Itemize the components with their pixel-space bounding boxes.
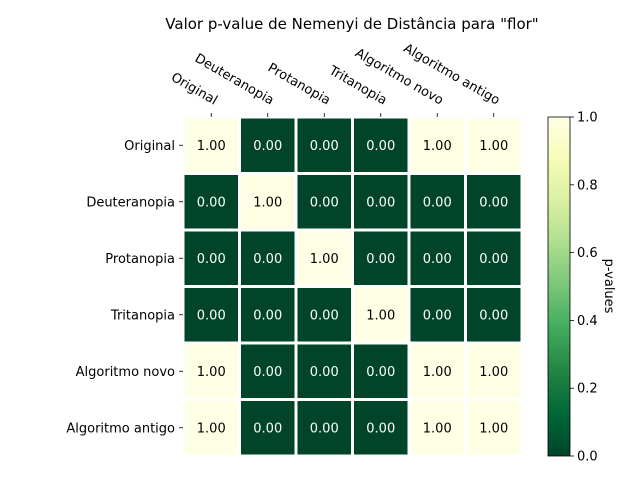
cell-value-label: 1.00 <box>423 139 452 154</box>
cell-value-label: 0.00 <box>197 195 226 210</box>
cell-value-label: 0.00 <box>479 195 508 210</box>
heatmap-cell <box>184 401 238 455</box>
cell-value-label: 0.00 <box>253 421 282 436</box>
heatmap-cell <box>410 288 464 342</box>
cell-value-label: 1.00 <box>423 365 452 380</box>
cell-value-label: 1.00 <box>479 139 508 154</box>
cell-value-label: 0.00 <box>197 252 226 267</box>
cell-value-label: 0.00 <box>197 308 226 323</box>
cell-value-label: 1.00 <box>197 139 226 154</box>
cell-value-label: 1.00 <box>423 421 452 436</box>
cell-value-label: 0.00 <box>310 139 339 154</box>
colorbar-tick-label: 0.0 <box>577 450 598 465</box>
cell-value-label: 0.00 <box>479 252 508 267</box>
heatmap-cell <box>354 118 408 172</box>
cell-value-label: 0.00 <box>366 365 395 380</box>
heatmap-cell <box>467 118 521 172</box>
cell-value-label: 0.00 <box>366 252 395 267</box>
heatmap-cell <box>467 231 521 285</box>
heatmap-cell <box>297 118 351 172</box>
cell-value-label: 0.00 <box>253 252 282 267</box>
cell-value-label: 0.00 <box>366 195 395 210</box>
column-label: Protanopia <box>265 61 333 109</box>
heatmap-cell <box>297 401 351 455</box>
heatmap-cell <box>297 344 351 398</box>
cell-value-label: 0.00 <box>479 308 508 323</box>
cell-value-label: 0.00 <box>366 421 395 436</box>
heatmap-cell <box>241 401 295 455</box>
cell-value-label: 0.00 <box>366 139 395 154</box>
column-label: Original <box>168 70 220 108</box>
heatmap-cell <box>410 231 464 285</box>
colorbar-tick-label: 0.4 <box>577 314 598 329</box>
cell-value-label: 1.00 <box>479 421 508 436</box>
colorbar: p-values 0.0 0.2 0.4 0.6 0.8 1.0 <box>547 111 616 465</box>
colorbar-tick-label: 0.2 <box>577 382 598 397</box>
heatmap-cell <box>354 344 408 398</box>
heatmap-cell <box>410 118 464 172</box>
heatmap-cell <box>241 175 295 229</box>
row-label: Algoritmo novo <box>76 365 175 380</box>
colorbar-gradient <box>547 116 571 457</box>
cell-value-label: 0.00 <box>423 252 452 267</box>
cell-value-label: 0.00 <box>423 308 452 323</box>
cell-value-label: 0.00 <box>253 365 282 380</box>
heatmap-cells: 1.00 0.00 0.00 0.00 1.00 1.00 0.00 1.00 0.00 0.00… <box>184 118 521 455</box>
heatmap-cell <box>184 231 238 285</box>
heatmap-cell <box>297 231 351 285</box>
heatmap-cell <box>184 288 238 342</box>
heatmap-cell <box>241 231 295 285</box>
heatmap-cell <box>184 344 238 398</box>
heatmap-cell <box>410 175 464 229</box>
column-labels: OriginalDeuteranopiaProtanopiaTritanopia… <box>168 41 502 117</box>
row-label: Deuteranopia <box>86 195 175 210</box>
cell-value-label: 1.00 <box>197 421 226 436</box>
heatmap-cell <box>297 288 351 342</box>
cell-value-label: 0.00 <box>310 365 339 380</box>
heatmap-cell <box>297 175 351 229</box>
cell-value-label: 1.00 <box>479 365 508 380</box>
chart-title: Valor p-value de Nemenyi de Distância pa… <box>165 15 538 33</box>
cell-value-label: 1.00 <box>310 252 339 267</box>
row-label: Tritanopia <box>110 308 175 323</box>
cell-value-label: 0.00 <box>423 195 452 210</box>
heatmap-cell <box>241 344 295 398</box>
cell-value-label: 1.00 <box>197 365 226 380</box>
row-label: Protanopia <box>105 252 175 267</box>
heatmap-cell <box>467 175 521 229</box>
heatmap-cell <box>184 118 238 172</box>
colorbar-label: p-values <box>601 259 616 314</box>
heatmap-cell <box>354 175 408 229</box>
heatmap-cell <box>467 288 521 342</box>
cell-value-label: 0.00 <box>310 195 339 210</box>
cell-value-label: 0.00 <box>310 308 339 323</box>
colorbar-tick-label: 0.8 <box>577 178 598 193</box>
heatmap-cell <box>354 401 408 455</box>
heatmap-cell <box>184 175 238 229</box>
cell-value-label: 0.00 <box>253 139 282 154</box>
row-labels: Original Deuteranopia Protanopia Tritanopia… <box>66 139 183 436</box>
heatmap-cell <box>241 118 295 172</box>
heatmap-cell <box>467 344 521 398</box>
cell-value-label: 0.00 <box>310 421 339 436</box>
heatmap-cell <box>354 288 408 342</box>
heatmap-cell <box>410 344 464 398</box>
heatmap-cell <box>467 401 521 455</box>
cell-value-label: 0.00 <box>253 308 282 323</box>
row-label: Original <box>124 139 175 154</box>
cell-value-label: 1.00 <box>366 308 395 323</box>
heatmap-cell <box>354 231 408 285</box>
heatmap-cell <box>410 401 464 455</box>
cell-value-label: 1.00 <box>253 195 282 210</box>
colorbar-tick-label: 0.6 <box>577 246 598 261</box>
colorbar-tick-label: 1.0 <box>577 111 598 126</box>
heatmap-cell <box>241 288 295 342</box>
column-label: Algoritmo antigo <box>401 41 503 108</box>
row-label: Algoritmo antigo <box>66 421 175 436</box>
